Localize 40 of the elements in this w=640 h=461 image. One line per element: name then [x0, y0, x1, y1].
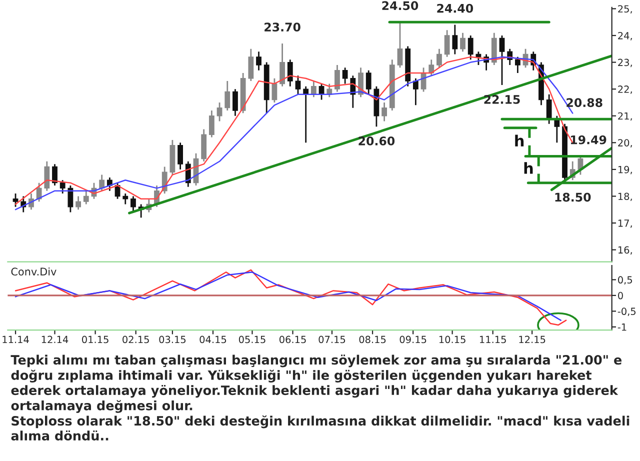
- series-label: h: [524, 162, 533, 174]
- annotation: 20.88: [566, 98, 602, 108]
- annotation: 20.60: [358, 136, 395, 146]
- y-tick-label: 23,: [618, 58, 632, 68]
- text: Tepki alımı mı taban çalışması başlangıcı mı söylemek zor ama şu sıralarda "21.00" e doğru zıplama ihtimali var. Yüksekliği "h" ile gösterilen üçgenden yukarı hareket ederek ortalamaya yöneliyor.Teknik beklenti asgari "h" kadar daha yukarıya giderek ortalamaya değmesi olur. Stoploss olarak "18.50" deki desteğin kırılmasına dikkat dilmelidir. "macd" kısa vadeli alıma döndü..: [10, 354, 630, 441]
- x-tick-label: 09.15: [400, 336, 426, 344]
- x-tick-label: 07.15: [318, 336, 346, 344]
- y-tick-label: 16,: [618, 246, 632, 255]
- y-tick-label: -0,5: [618, 308, 636, 316]
- y-tick-label: 0: [618, 292, 623, 300]
- x-tick-label: 10.15: [439, 336, 466, 344]
- y-tick-label: -1: [618, 324, 626, 331]
- annotation: 23.70: [264, 22, 300, 32]
- x-tick-label: 03.15: [159, 336, 186, 344]
- y-tick-label: 20,: [618, 139, 632, 148]
- y-tick-label: 21,: [618, 112, 632, 121]
- x-tick-label: 05.15: [238, 336, 266, 344]
- x-tick-label: 04.15: [200, 336, 226, 344]
- series-label: h: [515, 134, 524, 146]
- x-tick-label: 08.15: [359, 336, 386, 344]
- x-tick-label: 12.15: [519, 336, 546, 344]
- annotation: 24.40: [437, 4, 474, 13]
- y-tick-label: 18,: [618, 192, 632, 202]
- annotation: 24.50: [382, 1, 418, 10]
- annotation: 19.49: [570, 135, 606, 144]
- annotation: 22.15: [484, 94, 520, 104]
- y-tick-label: 22,: [618, 86, 632, 94]
- x-tick-label: 02.15: [122, 336, 149, 344]
- y-tick-label: 24,: [618, 32, 632, 40]
- x-tick-label: 06.15: [279, 336, 306, 344]
- y-tick-label: 25,: [618, 5, 632, 14]
- x-tick-label: 01.15: [82, 336, 108, 344]
- y-tick-label: 17,: [618, 220, 632, 228]
- x-tick-label: 11.15: [480, 336, 506, 344]
- y-tick-label: 0,5: [618, 276, 632, 285]
- x-tick-label: 11.14: [2, 336, 29, 344]
- annotation: 18.50: [555, 192, 591, 202]
- chart-title: Conv.Div: [11, 267, 56, 276]
- y-tick-label: 19,: [618, 166, 632, 174]
- x-tick-label: 12.14: [42, 336, 68, 344]
